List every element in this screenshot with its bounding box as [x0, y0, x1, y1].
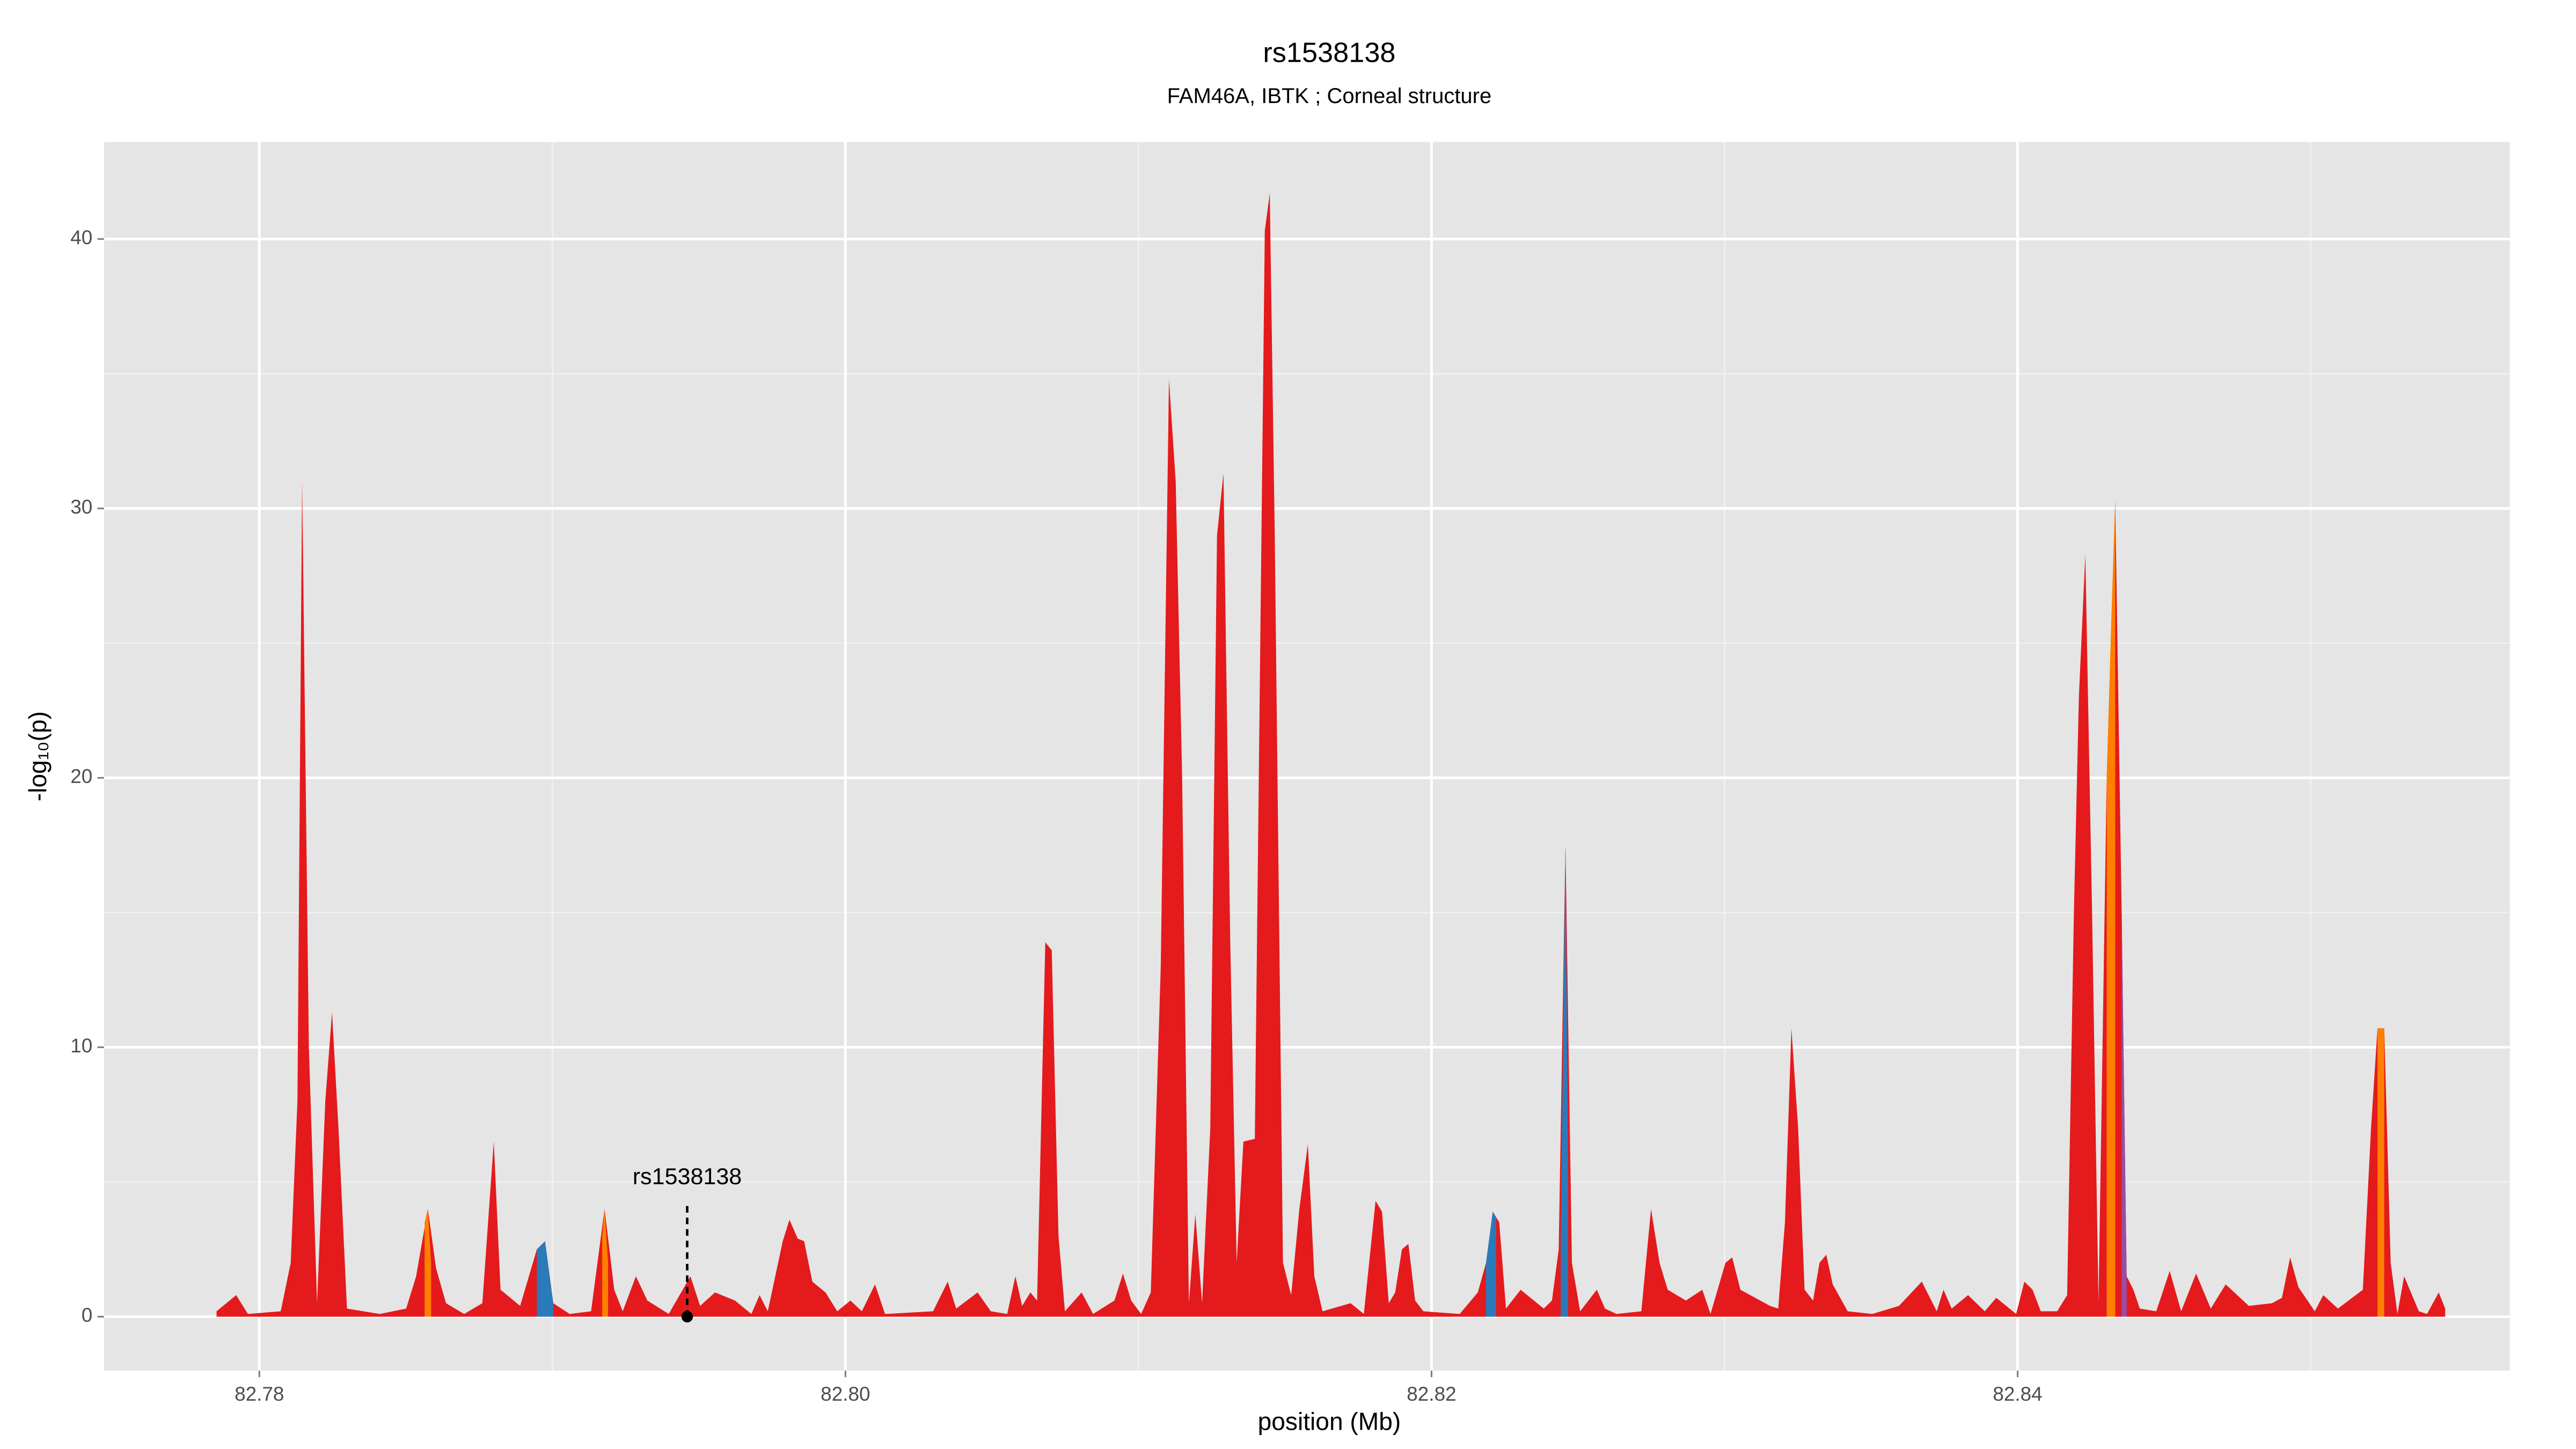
y-tick-label: 10 — [70, 1035, 92, 1057]
y-axis-label: -log₁₀(p) — [24, 711, 52, 801]
area — [425, 1209, 431, 1317]
area — [1561, 845, 1568, 1317]
area — [1486, 1211, 1496, 1317]
y-tick-label: 40 — [70, 226, 92, 248]
marks — [216, 193, 2446, 1317]
grid — [104, 142, 2510, 1371]
area — [2377, 1028, 2384, 1317]
annotation-point — [681, 1311, 693, 1323]
x-axis-label: position (Mb) — [1258, 1407, 1401, 1435]
area — [537, 1241, 553, 1317]
chart-subtitle: FAM46A, IBTK ; Corneal structure — [1167, 84, 1492, 108]
x-tick-label: 82.80 — [821, 1383, 870, 1405]
y-tick-label: 30 — [70, 496, 92, 518]
chart-title: rs1538138 — [1263, 37, 1395, 68]
area — [2106, 500, 2116, 1317]
area — [2121, 912, 2127, 1317]
y-tick-label: 20 — [70, 765, 92, 787]
x-tick-label: 82.82 — [1407, 1383, 1456, 1405]
annotation-label: rs1538138 — [633, 1163, 742, 1189]
x-tick-label: 82.78 — [235, 1383, 284, 1405]
area — [602, 1209, 609, 1317]
y-tick-label: 0 — [82, 1304, 93, 1326]
x-tick-label: 82.84 — [1993, 1383, 2042, 1405]
